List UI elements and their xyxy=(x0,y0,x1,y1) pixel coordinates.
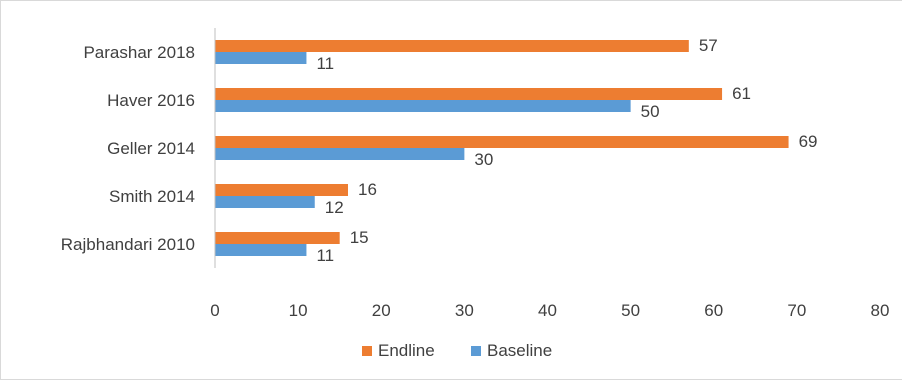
data-labels-group: 57 11 61 50 69 30 16 12 15 11 xyxy=(316,36,817,265)
bar-baseline xyxy=(215,100,631,112)
x-tick-label: 50 xyxy=(621,301,640,320)
legend: Endline Baseline xyxy=(362,341,552,360)
x-tick-labels-group: 0 10 20 30 40 50 60 70 80 xyxy=(210,301,889,320)
x-tick-label: 20 xyxy=(372,301,391,320)
bar-endline xyxy=(215,136,789,148)
bar-endline xyxy=(215,184,348,196)
bar-baseline xyxy=(215,148,465,160)
data-label-endline: 15 xyxy=(350,228,369,247)
category-label: Smith 2014 xyxy=(109,187,195,206)
x-tick-label: 0 xyxy=(210,301,219,320)
data-label-baseline: 11 xyxy=(316,54,334,73)
x-tick-label: 30 xyxy=(455,301,474,320)
category-label: Parashar 2018 xyxy=(83,43,195,62)
bar-baseline xyxy=(215,196,315,208)
category-label: Rajbhandari 2010 xyxy=(61,235,195,254)
data-label-endline: 69 xyxy=(799,132,818,151)
data-label-baseline: 30 xyxy=(474,150,493,169)
data-label-endline: 16 xyxy=(358,180,377,199)
bar-endline xyxy=(215,40,689,52)
x-tick-label: 10 xyxy=(289,301,308,320)
x-tick-label: 40 xyxy=(538,301,557,320)
data-label-baseline: 11 xyxy=(316,246,334,265)
data-label-endline: 61 xyxy=(732,84,751,103)
legend-swatch-baseline xyxy=(471,346,481,356)
x-tick-label: 70 xyxy=(787,301,806,320)
category-label: Haver 2016 xyxy=(107,91,195,110)
category-label: Geller 2014 xyxy=(107,139,195,158)
legend-label-endline: Endline xyxy=(378,341,435,360)
category-labels-group: Parashar 2018 Haver 2016 Geller 2014 Smith … xyxy=(61,43,195,254)
bar-endline xyxy=(215,232,340,244)
bar-baseline xyxy=(215,244,307,256)
bar-baseline xyxy=(215,52,307,64)
data-label-baseline: 12 xyxy=(325,198,344,217)
data-label-endline: 57 xyxy=(699,36,718,55)
x-tick-label: 80 xyxy=(871,301,890,320)
x-tick-label: 60 xyxy=(704,301,723,320)
bars-group xyxy=(215,40,789,256)
data-label-baseline: 50 xyxy=(641,102,660,121)
legend-swatch-endline xyxy=(362,346,372,356)
bar-endline xyxy=(215,88,723,100)
legend-label-baseline: Baseline xyxy=(487,341,552,360)
